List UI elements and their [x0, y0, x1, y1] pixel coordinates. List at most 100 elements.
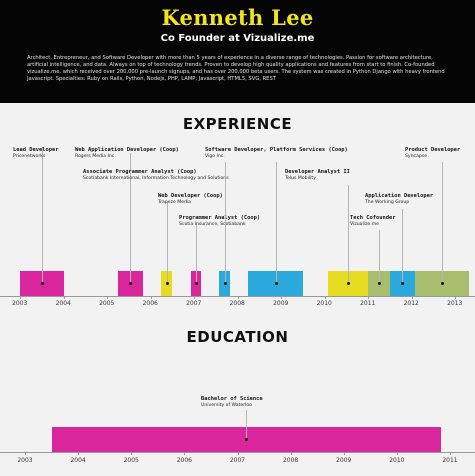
experience-dot	[274, 282, 278, 285]
experience-year-label: 2011	[360, 300, 376, 307]
education-tick	[343, 452, 345, 455]
experience-label: Tech Cofounder Vizualize.me	[350, 215, 395, 228]
school-name: University of Waterloo	[201, 403, 252, 408]
position-company: Vigo Inc.	[205, 154, 225, 159]
experience-label: Application Developer The Working Group	[365, 193, 433, 206]
position-company: Scotia Insurance, Scotiabank	[179, 222, 246, 227]
experience-tick	[20, 296, 21, 299]
experience-dot	[377, 282, 381, 285]
degree-title: Bachelor of Science	[201, 396, 263, 402]
experience-year-label: 2012	[403, 300, 419, 307]
position-company: Trapeze Media	[158, 200, 192, 205]
education-tick	[290, 452, 292, 455]
position-title: Product Developer	[405, 147, 461, 153]
experience-label: Programmer Analyst (Coop) Scotia Insuranc…	[179, 215, 260, 228]
position-title: Tech Cofounder	[350, 215, 396, 221]
experience-stem	[275, 162, 277, 284]
experience-year-label: 2010	[316, 300, 332, 307]
experience-tick	[107, 296, 108, 299]
position-title: Web Developer (Coop)	[158, 193, 223, 199]
experience-dot	[401, 282, 405, 285]
education-year-label: 2003	[17, 457, 33, 464]
experience-label: Associate Programmer Analyst (Coop) Scoti…	[83, 169, 229, 182]
education-tick	[78, 452, 80, 455]
education-year-label: 2007	[229, 457, 246, 464]
position-company: The Working Group	[365, 200, 410, 205]
experience-heading: EXPERIENCE	[182, 115, 293, 133]
experience-year-label: 2009	[273, 300, 289, 307]
profile-name: Kenneth Lee	[161, 5, 314, 30]
experience-label: Web Developer (Coop) Trapeze Media	[158, 193, 223, 206]
position-company: Vizualize.me	[350, 222, 380, 227]
experience-stem	[130, 153, 132, 284]
education-heading: EDUCATION	[186, 328, 289, 346]
education-dot	[245, 438, 249, 441]
position-title: Application Developer	[365, 193, 434, 199]
experience-dot	[223, 282, 227, 285]
experience-tick	[237, 296, 239, 299]
position-company: Syncapse	[405, 154, 428, 159]
education-label: Bachelor of Science University of Waterlo…	[201, 396, 263, 409]
experience-label: Web Application Developer (Coop) Rogers M…	[75, 147, 179, 160]
position-title: Developer Analyst II	[285, 169, 350, 175]
education-tick	[184, 452, 186, 455]
education-tick	[25, 452, 26, 455]
experience-year-label: 2003	[12, 300, 28, 307]
position-title: Lead Developer	[13, 147, 59, 153]
experience-year-label: 2007	[186, 300, 202, 307]
experience-stem	[224, 162, 226, 284]
experience-tick	[324, 296, 326, 299]
position-title: Associate Programmer Analyst (Coop)	[83, 169, 197, 175]
education-year-label: 2004	[70, 457, 86, 464]
experience-dot	[165, 282, 169, 285]
education-year-label: 2009	[336, 457, 352, 464]
experience-year-label: 2008	[229, 300, 245, 307]
experience-tick	[368, 296, 369, 299]
experience-dot	[441, 282, 445, 285]
position-company: Telus Mobility	[285, 176, 316, 181]
experience-stem	[442, 162, 444, 284]
experience-stem	[378, 230, 380, 284]
position-company: Scotiabank International, Information Te…	[83, 176, 229, 181]
profile-role: Co Founder at Vizualize.me	[160, 33, 315, 44]
experience-stem	[347, 185, 349, 284]
experience-dot	[346, 282, 350, 285]
experience-tick	[455, 296, 456, 299]
header: Kenneth Lee Co Founder at Vizualize.me A…	[0, 0, 475, 103]
education-year-label: 2010	[389, 457, 405, 464]
position-title: Programmer Analyst (Coop)	[179, 215, 261, 221]
profile-bio: Architect, Entrepreneur, and Software De…	[27, 55, 445, 83]
education-tick	[131, 452, 133, 455]
experience-label: Developer Analyst II Telus Mobility	[285, 169, 350, 182]
experience-year-label: 2005	[99, 300, 115, 307]
experience-label: Lead Developer Pricenetworks	[13, 147, 58, 160]
position-title: Web Application Developer (Coop)	[75, 147, 179, 153]
position-company: Rogers Media Inc.	[75, 154, 116, 159]
experience-label: Product Developer Syncapse	[405, 147, 460, 160]
experience-dot	[194, 282, 198, 285]
experience-year-label: 2004	[55, 300, 71, 307]
education-stem	[246, 410, 248, 440]
experience-year-label: 2013	[447, 300, 463, 307]
education-tick	[237, 452, 239, 455]
experience-stem	[41, 147, 43, 284]
experience-tick	[63, 296, 65, 299]
education-year-label: 2011	[442, 457, 458, 464]
experience-tick	[150, 296, 152, 299]
education-year-label: 2006	[176, 457, 193, 464]
experience-tick	[194, 296, 195, 299]
experience-dot	[129, 282, 133, 285]
position-company: Pricenetworks	[13, 154, 46, 159]
experience-dot	[40, 282, 44, 285]
experience-tick	[281, 296, 282, 299]
education-tick	[450, 452, 451, 455]
experience-stem	[195, 224, 197, 284]
experience-year-label: 2006	[142, 300, 158, 307]
experience-tick	[411, 296, 413, 299]
education-year-label: 2005	[123, 457, 139, 464]
experience-stem	[402, 209, 404, 284]
education-year-label: 2008	[282, 457, 299, 464]
education-tick	[396, 452, 398, 455]
experience-stem	[166, 202, 168, 284]
position-title: Software Developer, Platform Services (C…	[205, 147, 348, 153]
